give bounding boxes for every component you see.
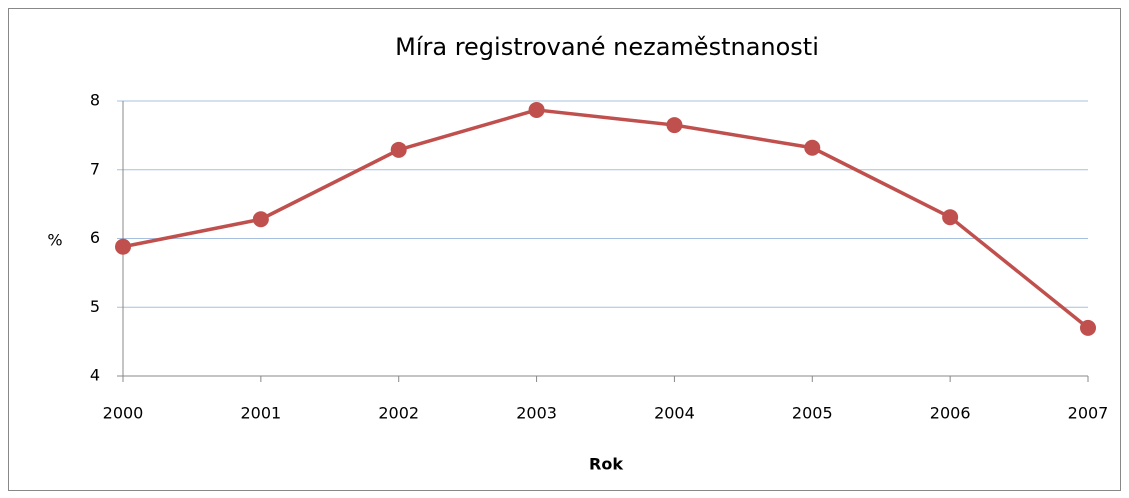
chart-title: Míra registrované nezaměstnanosti: [395, 33, 819, 61]
data-point: [666, 117, 683, 134]
chart-frame: [8, 8, 1121, 491]
x-axis-title: Rok: [589, 455, 623, 474]
data-point: [942, 209, 959, 226]
x-tick-label: 2001: [240, 404, 281, 423]
y-tick-label: 5: [90, 297, 100, 316]
x-tick-label: 2005: [792, 404, 833, 423]
x-tick-label: 2007: [1068, 404, 1109, 423]
data-point: [528, 101, 545, 118]
data-point: [390, 141, 407, 158]
y-tick-label: 7: [90, 159, 100, 178]
y-axis-title: %: [47, 231, 62, 250]
series-line: [122, 108, 1090, 330]
x-tick-label: 2004: [654, 404, 695, 423]
data-point: [115, 238, 131, 255]
data-point: [804, 139, 821, 156]
x-tick-label: 2002: [378, 404, 419, 423]
x-tick-label: 2003: [516, 404, 557, 423]
y-tick-label: 8: [90, 91, 100, 110]
y-tick-label: 6: [90, 228, 100, 247]
data-point: [252, 211, 269, 228]
x-tick-label: 2000: [103, 404, 144, 423]
data-point: [1080, 319, 1096, 336]
y-tick-label: 4: [90, 366, 100, 385]
x-tick-label: 2006: [930, 404, 971, 423]
